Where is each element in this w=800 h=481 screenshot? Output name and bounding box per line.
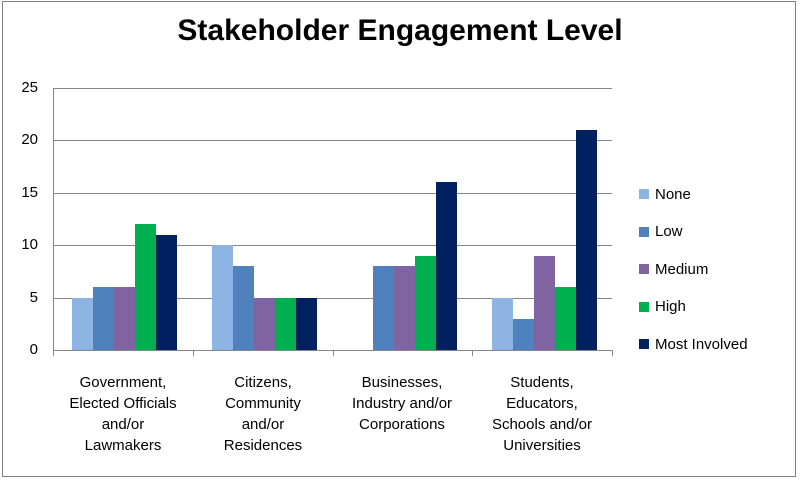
bar-none xyxy=(492,298,513,350)
gridline xyxy=(53,298,612,299)
legend-item-low: Low xyxy=(639,222,799,242)
legend-item-none: None xyxy=(639,184,799,204)
bar-most-involved xyxy=(436,182,457,350)
x-category-label: Government, Elected Officials and/or Law… xyxy=(69,374,177,454)
y-tick-label: 10 xyxy=(21,236,38,253)
bar-medium xyxy=(254,298,275,350)
x-category-label: Students, Educators, Schools and/or Univ… xyxy=(491,374,593,454)
legend-label: None xyxy=(655,185,691,203)
y-tick-label: 20 xyxy=(21,131,38,148)
bar-most-involved xyxy=(576,130,597,350)
legend-swatch-icon xyxy=(639,189,649,199)
x-tick-mark xyxy=(193,350,194,356)
bar-medium xyxy=(394,266,415,350)
legend-label: Most Involved xyxy=(655,335,748,353)
bar-low xyxy=(373,266,394,350)
x-tick-mark xyxy=(472,350,473,356)
bar-most-involved xyxy=(156,235,177,350)
legend-label: High xyxy=(655,298,686,315)
gridline xyxy=(53,193,612,194)
x-category-label: Citizens, Community and/or Residences xyxy=(223,374,303,454)
legend-item-high: High xyxy=(639,297,799,317)
bar-medium xyxy=(534,256,555,350)
x-category-label: Businesses, Industry and/or Corporations xyxy=(351,374,453,433)
bar-low xyxy=(233,266,254,350)
x-tick-mark xyxy=(612,350,613,356)
bar-high xyxy=(275,298,296,350)
bar-medium xyxy=(114,287,135,350)
bar-high xyxy=(415,256,436,350)
bar-low xyxy=(93,287,114,350)
y-tick-label: 15 xyxy=(21,184,38,201)
y-tick-label: 25 xyxy=(21,79,38,96)
legend-swatch-icon xyxy=(639,301,649,312)
bar-high xyxy=(135,224,156,350)
legend-item-medium: Medium xyxy=(639,259,799,279)
legend-item-most-involved: Most Involved xyxy=(639,334,799,354)
legend-swatch-icon xyxy=(639,339,649,349)
legend-swatch-icon xyxy=(639,264,649,274)
legend-label: Medium xyxy=(655,260,709,278)
gridline xyxy=(53,88,612,89)
chart-title: Stakeholder Engagement Level xyxy=(177,14,623,47)
bar-none xyxy=(212,245,233,350)
x-axis-line xyxy=(53,350,612,351)
y-tick-label: 0 xyxy=(29,341,38,358)
bar-low xyxy=(513,319,534,350)
bar-high xyxy=(555,287,576,350)
legend-swatch-icon xyxy=(639,226,649,237)
x-tick-mark xyxy=(53,350,54,356)
gridline xyxy=(53,245,612,246)
y-axis-line xyxy=(53,88,54,355)
legend-label: Low xyxy=(655,223,683,240)
bar-most-involved xyxy=(296,298,317,350)
x-tick-mark xyxy=(333,350,334,356)
gridline xyxy=(53,140,612,141)
y-tick-label: 5 xyxy=(29,289,38,306)
bar-none xyxy=(72,298,93,350)
